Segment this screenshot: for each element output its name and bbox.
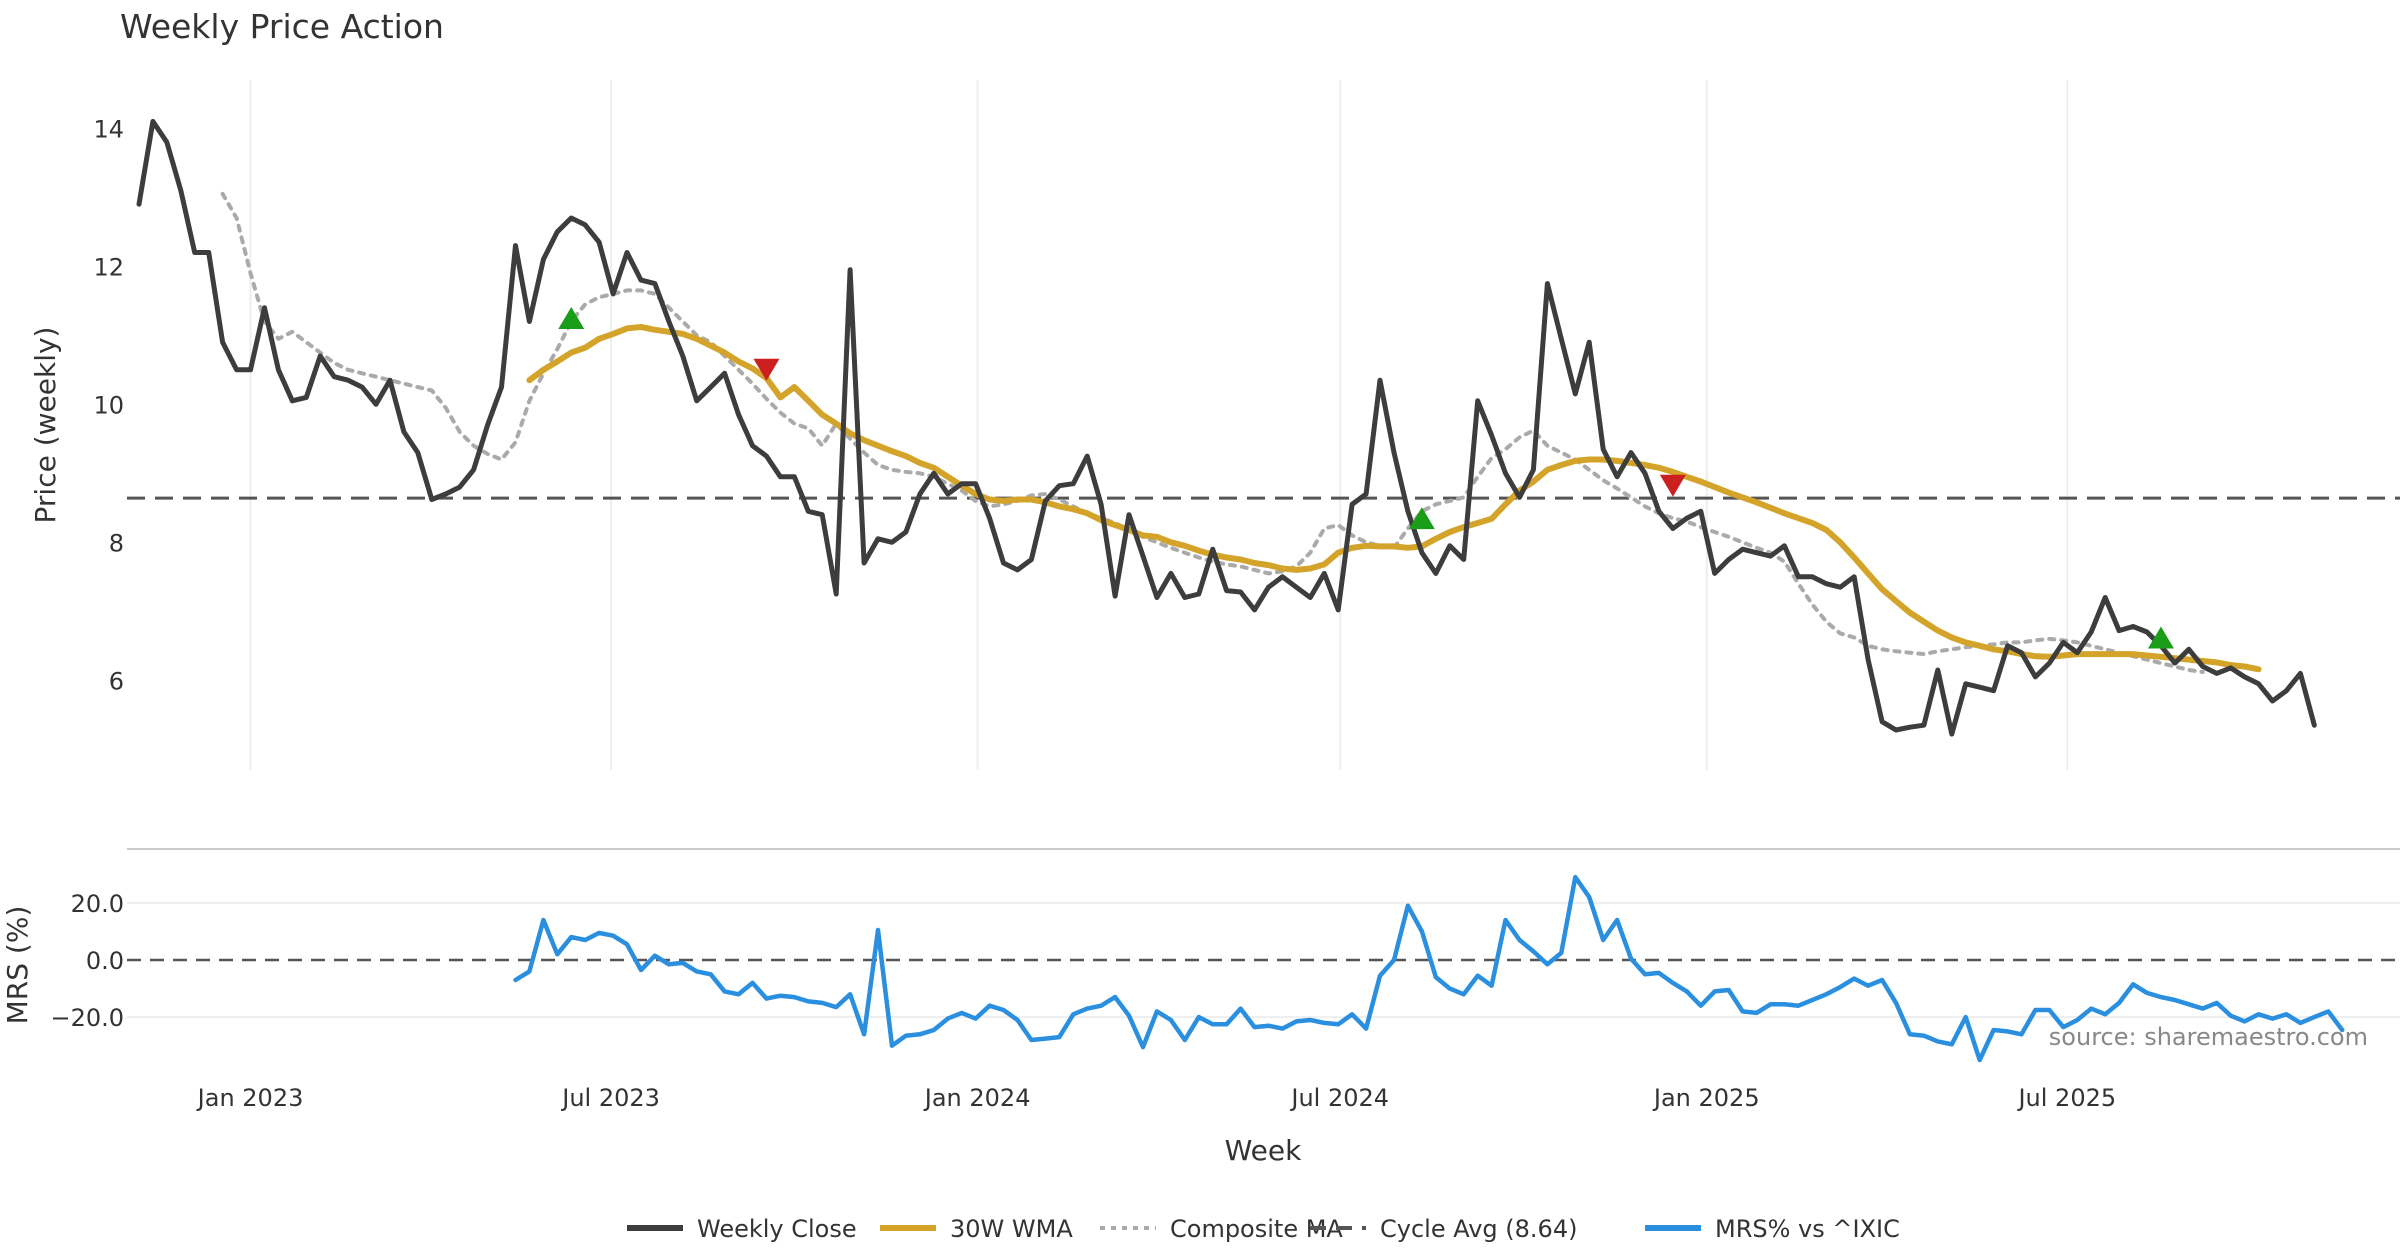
x-tick-label: Jul 2023 bbox=[560, 1084, 660, 1112]
y-tick-label-mrs: −20.0 bbox=[50, 1004, 124, 1032]
legend: Weekly Close 30W WMA Composite MA Cycle Avg… bbox=[627, 1215, 1900, 1243]
y-tick-label-price: 10 bbox=[93, 391, 124, 419]
y-tick-label-price: 12 bbox=[93, 253, 124, 281]
y-axis-label-price: Price (weekly) bbox=[29, 327, 62, 524]
x-axis-label: Week bbox=[1225, 1134, 1302, 1167]
x-tick-label: Jan 2024 bbox=[923, 1084, 1031, 1112]
x-tick-label: Jan 2025 bbox=[1652, 1084, 1760, 1112]
y-tick-label-price: 6 bbox=[109, 667, 124, 695]
legend-label: MRS% vs ^IXIC bbox=[1715, 1215, 1900, 1243]
series-30w-wma bbox=[526, 324, 2262, 673]
x-tick-label: Jan 2023 bbox=[196, 1084, 304, 1112]
series-mrs-vs-ixic bbox=[513, 874, 2345, 1063]
legend-label: Weekly Close bbox=[697, 1215, 857, 1243]
legend-label: 30W WMA bbox=[950, 1215, 1073, 1243]
y-tick-label-price: 8 bbox=[109, 529, 124, 557]
legend-label: Cycle Avg (8.64) bbox=[1380, 1215, 1577, 1243]
sell-signal-marker bbox=[1659, 474, 1686, 497]
series-composite-ma bbox=[220, 191, 2205, 674]
y-axis-label-mrs: MRS (%) bbox=[1, 906, 34, 1025]
price-panel: 6 8 10 12 14 bbox=[93, 80, 2400, 770]
y-tick-label-mrs: 0.0 bbox=[86, 947, 124, 975]
x-tick-label: Jul 2024 bbox=[1289, 1084, 1389, 1112]
y-tick-label-mrs: 20.0 bbox=[71, 890, 124, 918]
buy-signal-marker bbox=[558, 307, 585, 330]
sell-signal-marker bbox=[753, 358, 780, 381]
buy-signal-marker bbox=[1408, 507, 1435, 530]
x-tick-label: Jul 2025 bbox=[2016, 1084, 2116, 1112]
buy-signal-marker bbox=[2147, 626, 2174, 649]
series-weekly-close bbox=[136, 118, 2317, 737]
mrs-panel: 20.0 0.0 −20.0 bbox=[50, 874, 2400, 1063]
chart-title: Weekly Price Action bbox=[120, 7, 444, 46]
x-axis: Jan 2023 Jul 2023 Jan 2024 Jul 2024 Jan 2025… bbox=[196, 1084, 2116, 1112]
source-annotation: source: sharemaestro.com bbox=[2049, 1023, 2368, 1051]
y-tick-label-price: 14 bbox=[93, 115, 124, 143]
